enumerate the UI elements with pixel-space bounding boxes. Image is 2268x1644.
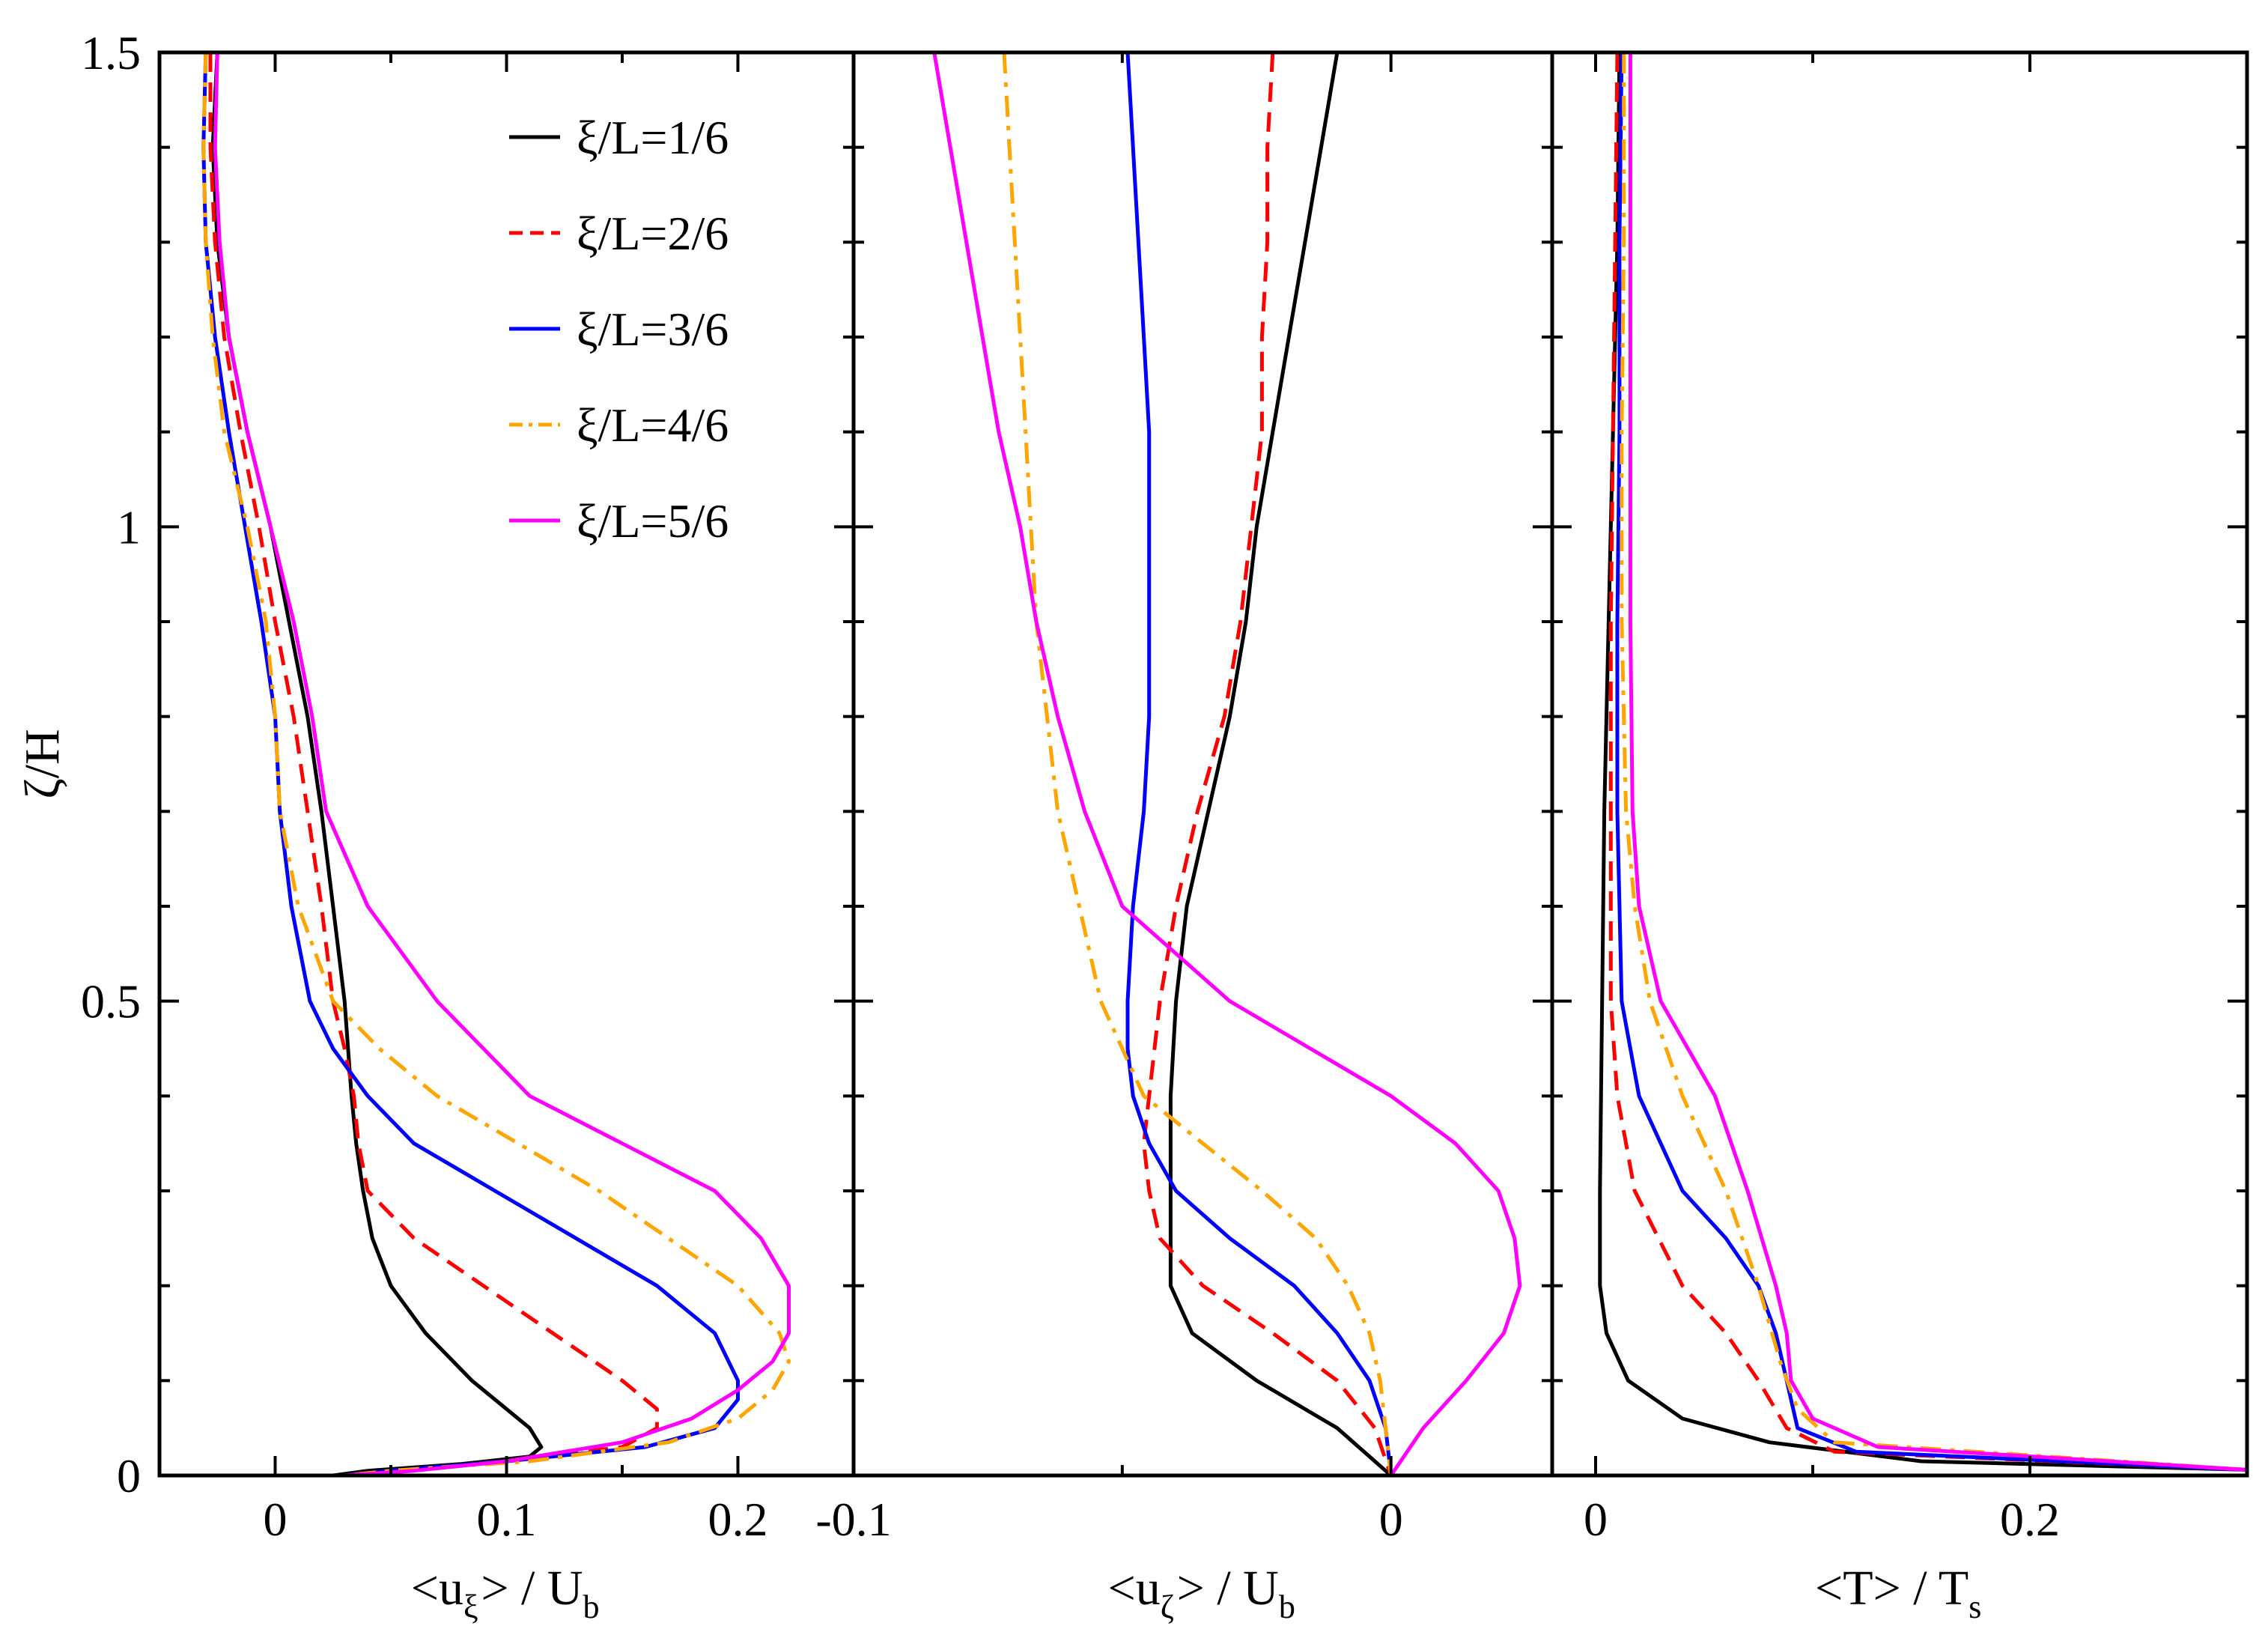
- y-tick-label: 0.5: [81, 975, 141, 1028]
- x-axis-label-u-zeta: <uζ > / Ub: [1107, 1561, 1298, 1625]
- axes: 0 0.1 0.2<uξ > / Ub -0.1 0<uζ > / Ub 0 0.2<T…: [15, 26, 2249, 1625]
- x-axis-label-part: <u: [411, 1561, 463, 1616]
- x-tick-label: 0: [264, 1493, 288, 1546]
- x-tick-label: 0: [1379, 1493, 1403, 1546]
- series-line-T-1: [1598, 52, 2247, 1472]
- plot-area: [201, 52, 2247, 1475]
- panel-T-series: [1598, 52, 2247, 1472]
- legend-label-2: ξ/L=2/6: [577, 207, 729, 260]
- legend-label-5: ξ/L=5/6: [577, 494, 729, 548]
- series-line-u-zeta-3: [1125, 52, 1393, 1475]
- series-line-T-4: [1620, 52, 2247, 1472]
- series-line-u-xi-5: [213, 52, 791, 1475]
- legend-label-1: ξ/L=1/6: [577, 111, 729, 164]
- panel-u-zeta-series: [932, 52, 1522, 1475]
- series-line-u-xi-4: [201, 52, 791, 1475]
- x-axis-label-subscript: b: [1279, 1589, 1295, 1625]
- x-axis-label-subscript: s: [1968, 1589, 1981, 1625]
- panel-frame-T: [1550, 50, 2249, 1478]
- series-line-T-3: [1615, 52, 2247, 1472]
- x-axis-label-subscript: ζ: [1161, 1589, 1174, 1625]
- y-axis-label: ζ/H: [15, 729, 70, 798]
- x-tick-label: 0.2: [708, 1493, 768, 1546]
- series-line-u-xi-2: [208, 52, 659, 1475]
- x-axis-label-T: <T> / Ts: [1815, 1561, 1984, 1625]
- series-line-u-zeta-5: [932, 52, 1522, 1475]
- x-axis-label-part: > / U: [1177, 1561, 1279, 1616]
- y-tick-label: 1.5: [81, 26, 141, 79]
- series-line-u-zeta-2: [1142, 52, 1393, 1475]
- x-axis-label-u-xi: <uξ > / Ub: [411, 1561, 602, 1625]
- y-tick-label: 1: [117, 500, 141, 553]
- x-axis-label-subscript: b: [583, 1589, 600, 1625]
- series-line-u-zeta-1: [1168, 52, 1393, 1475]
- legend-label-4: ξ/L=4/6: [577, 398, 729, 452]
- x-tick-label: 0: [1584, 1493, 1608, 1546]
- series-line-T-5: [1628, 52, 2247, 1472]
- x-tick-label: -0.1: [815, 1493, 891, 1546]
- x-axis-label-part: > / U: [481, 1561, 583, 1616]
- panel-u-xi-series: [201, 52, 791, 1475]
- legend-label-3: ξ/L=3/6: [577, 303, 729, 356]
- series-line-T-2: [1608, 52, 2247, 1472]
- x-axis-label-part: <T> / T: [1815, 1561, 1968, 1616]
- legend: ξ/L=1/6 ξ/L=2/6 ξ/L=3/6 ξ/L=4/6 ξ/L=5/6: [509, 111, 729, 548]
- x-tick-label: 0.2: [2000, 1493, 2060, 1546]
- x-axis-label-subscript: ξ: [463, 1589, 478, 1625]
- x-tick-label: 0.1: [477, 1493, 537, 1546]
- y-tick-label: 0: [117, 1449, 141, 1502]
- x-axis-label-part: <u: [1107, 1561, 1160, 1616]
